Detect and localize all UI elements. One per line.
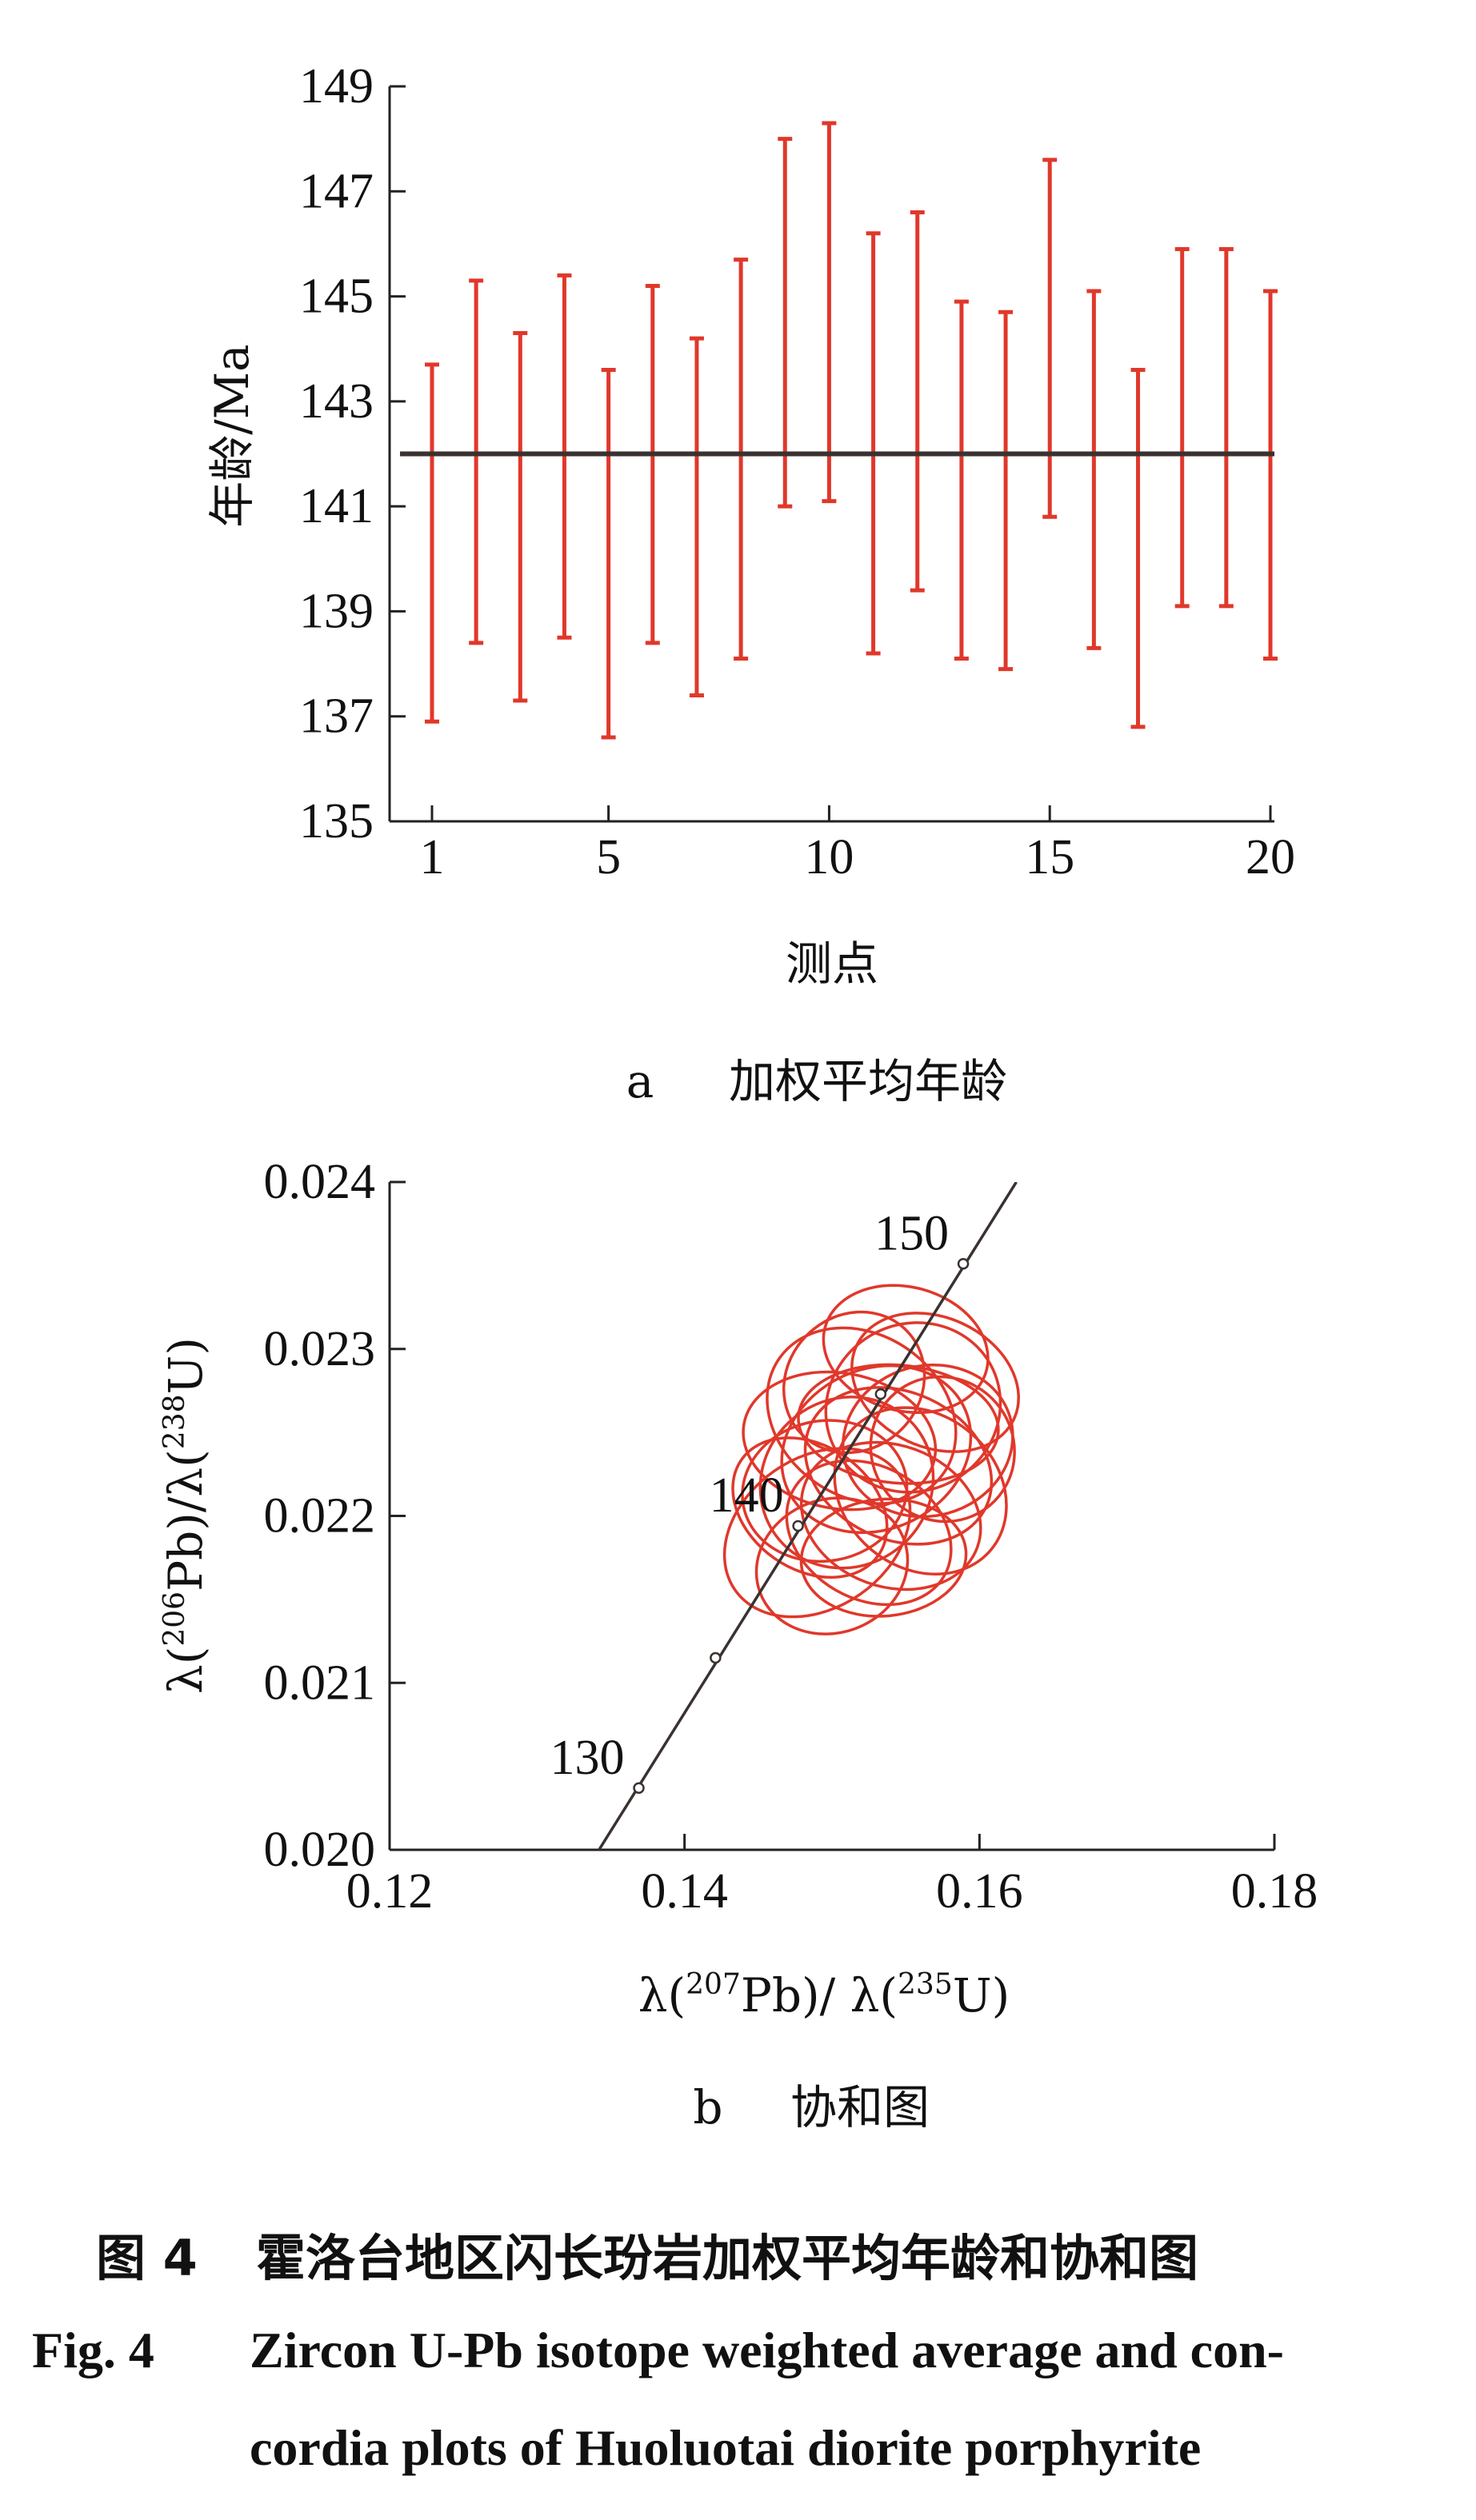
chart-b-x-tick-label: 0.12	[346, 1864, 434, 1919]
error-ellipse	[722, 1447, 912, 1619]
concordia-age-label: 140	[710, 1468, 784, 1523]
chart-a-error-bar	[1086, 289, 1102, 650]
chart-b-y-tick-label: 0.021	[264, 1655, 376, 1710]
error-ellipse	[785, 1459, 953, 1607]
error-ellipse	[780, 1364, 973, 1535]
chart-a-y-tick-label: 141	[299, 479, 374, 533]
chart-a-x-tick-label: 5	[596, 830, 621, 885]
chart-a-error-bar	[866, 231, 881, 656]
chart-a-y-tick-label: 137	[299, 689, 374, 744]
error-ellipse	[833, 1406, 1008, 1576]
chart-a-error-bar	[513, 331, 528, 703]
chart-a-y-label: 年龄/Ma	[205, 344, 259, 528]
concordia-age-marker	[957, 1258, 970, 1270]
chart-b-y-tick-label: 0.023	[264, 1322, 376, 1376]
figure-caption: 图 4 霍洛台地区闪长玢岩加权平均年龄和协和图 Fig. 4 Zircon U-…	[32, 2229, 1284, 2476]
chart-a-panel-title: 加权平均年龄	[729, 1054, 1007, 1108]
error-ellipse	[841, 1363, 1014, 1519]
chart-a-error-bar	[601, 367, 616, 740]
chart-b-panel-title: 协和图	[790, 2080, 930, 2135]
concordia-age-marker	[874, 1388, 887, 1400]
chart-a-error-bar	[425, 362, 439, 724]
chart-a-error-bars	[425, 121, 1278, 740]
concordia-age-marker	[633, 1782, 645, 1795]
caption-en-label: Fig. 4	[32, 2322, 154, 2378]
chart-a-axes	[388, 86, 1274, 823]
chart-a-x-ticks: 1 5 10 15 20	[420, 805, 1295, 885]
chart-b-x-tick-label: 0.16	[936, 1864, 1023, 1919]
caption-cn-label: 图 4	[96, 2229, 198, 2287]
chart-a-error-bar	[778, 137, 793, 509]
chart-b-x-tick-label: 0.18	[1231, 1864, 1318, 1919]
chart-b-y-tick-label: 0.022	[264, 1489, 376, 1544]
chart-a-error-bar	[1218, 246, 1234, 609]
chart-a-error-bar	[645, 283, 660, 645]
chart-b-axes	[388, 1182, 1274, 1851]
error-ellipse	[797, 1363, 1000, 1485]
chart-a-y-tick-label: 135	[299, 794, 374, 849]
chart-a-error-bar	[1042, 158, 1058, 519]
chart-a-x-tick-label: 15	[1025, 830, 1074, 885]
chart-a-y-ticks: 135 137 139 141 143 145 147 149	[299, 59, 406, 849]
chart-b-age-labels: 130 140 150	[550, 1206, 950, 1784]
chart-a-error-bar	[1263, 289, 1278, 661]
chart-b-y-ticks: 0.020 0.021 0.022 0.023 0.024	[264, 1155, 406, 1877]
chart-a-y-tick-label: 143	[299, 374, 374, 429]
chart-a-error-bar	[557, 273, 572, 640]
chart-b-y-label: λ(206Pb)/λ(238U)	[158, 1337, 213, 1694]
error-ellipse	[799, 1440, 982, 1591]
caption-cn-text: 霍洛台地区闪长玢岩加权平均年龄和协和图	[256, 2229, 1198, 2287]
chart-a-error-bar	[734, 258, 749, 661]
chart-a-x-tick-label: 10	[804, 830, 854, 885]
concordia-age-marker	[710, 1651, 722, 1664]
error-ellipse	[850, 1312, 1020, 1453]
chart-a-y-tick-label: 139	[299, 584, 374, 638]
chart-a-y-tick-label: 145	[299, 270, 374, 324]
chart-a-error-bar	[689, 336, 704, 697]
chart-b-y-tick-label: 0.020	[264, 1823, 376, 1877]
chart-b-x-tick-label: 0.14	[641, 1864, 728, 1919]
error-ellipse	[741, 1419, 909, 1564]
concordia-age-marker	[792, 1520, 804, 1532]
error-ellipse	[799, 1497, 968, 1618]
caption-en-line2: cordia plots of Huoluotai diorite porphy…	[250, 2419, 1201, 2476]
concordia-age-label: 130	[550, 1731, 625, 1785]
chart-a-x-tick-label: 1	[420, 830, 445, 885]
chart-b-y-tick-label: 0.024	[264, 1155, 376, 1209]
chart-a-error-bar	[998, 310, 1014, 672]
error-ellipse	[869, 1375, 1016, 1524]
chart-a-x-tick-label: 20	[1246, 830, 1295, 885]
chart-a-error-bar	[910, 210, 925, 593]
chart-a-error-bar	[1130, 367, 1146, 729]
error-ellipse	[766, 1326, 958, 1505]
chart-b-panel-letter: b	[693, 2080, 722, 2135]
concordia-line	[598, 1182, 1018, 1850]
chart-a-y-tick-label: 147	[299, 164, 374, 218]
chart-b-concordia-curve	[598, 1182, 1018, 1850]
chart-b-error-ellipses	[722, 1284, 1020, 1635]
chart-b-x-label: λ(207Pb)/ λ(235U)	[638, 1968, 1010, 2023]
chart-a-error-bar	[1174, 246, 1190, 609]
chart-a-error-bar	[954, 299, 969, 661]
chart-a-x-label: 测点	[786, 937, 878, 991]
chart-b-x-ticks: 0.12 0.14 0.16 0.18	[346, 1834, 1318, 1919]
chart-a-error-bar	[469, 278, 484, 645]
chart-a-error-bar	[822, 121, 837, 504]
concordia-age-label: 150	[874, 1206, 949, 1260]
chart-a-y-tick-label: 149	[299, 59, 374, 114]
caption-en-line1: Zircon U-Pb isotope weighted average and…	[250, 2322, 1284, 2378]
chart-a-panel-letter: a	[626, 1054, 654, 1108]
